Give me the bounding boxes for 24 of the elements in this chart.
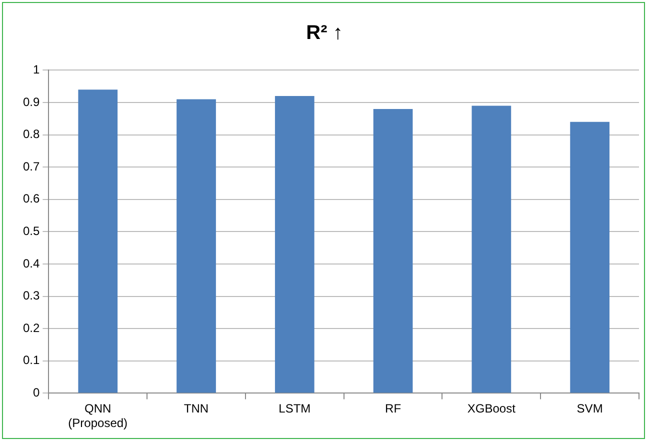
bar <box>373 108 413 393</box>
x-tick-label: TNN <box>184 402 209 416</box>
y-tick-label: 0 <box>32 386 40 400</box>
x-tick-label: QNN (Proposed) <box>68 402 128 430</box>
y-tick-label: 0.1 <box>22 353 40 368</box>
chart-title: R² ↑ <box>305 22 344 45</box>
y-tick-label: 0.6 <box>22 192 40 206</box>
bar <box>570 122 610 393</box>
y-tick-label: 0.7 <box>22 159 40 174</box>
y-tick-label: 0.2 <box>22 320 40 335</box>
x-tick-label: LSTM <box>278 402 311 416</box>
x-tick-label: RF <box>385 402 402 416</box>
y-tick-label: 0.4 <box>22 256 40 270</box>
y-tick-label: 1 <box>32 62 40 77</box>
bar <box>176 99 216 393</box>
y-tick-label: 0.9 <box>22 94 40 109</box>
y-tick-label: 0.5 <box>22 224 40 238</box>
y-tick-label: 0.3 <box>22 288 40 303</box>
x-tick-label: XGBoost <box>467 402 516 416</box>
y-tick-label: 0.8 <box>22 127 40 142</box>
bar <box>274 96 314 393</box>
x-tick-label: SVM <box>576 402 603 416</box>
bar <box>472 106 512 393</box>
bar <box>78 90 118 393</box>
